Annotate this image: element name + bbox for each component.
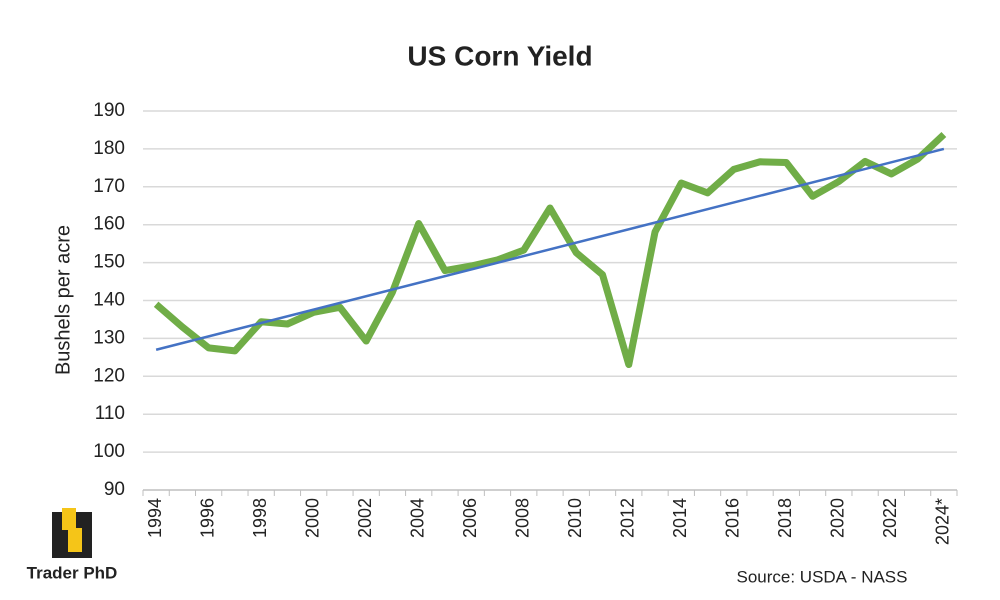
x-tick-label: 1994 <box>145 498 165 538</box>
x-tick-label: 2000 <box>302 498 322 538</box>
chart-title: US Corn Yield <box>407 40 592 71</box>
x-tick-label: 1996 <box>197 498 217 538</box>
x-tick-label: 2022 <box>880 498 900 538</box>
y-tick-label: 180 <box>93 138 125 159</box>
line-series <box>153 131 947 369</box>
logo <box>52 508 92 558</box>
x-tick-label: 2008 <box>512 498 532 538</box>
y-tick-label: 140 <box>93 290 125 311</box>
trend-line <box>155 147 945 351</box>
x-tick-label: 2018 <box>775 498 795 538</box>
x-tick-label: 2006 <box>460 498 480 538</box>
source: Source: USDA - NASS <box>736 567 907 586</box>
y-tick-label: 150 <box>93 252 125 273</box>
x-tick-label: 1998 <box>250 498 270 538</box>
brand: Trader PhD <box>27 563 118 582</box>
y-tick-label: 160 <box>93 214 125 235</box>
y-tick-label: 100 <box>93 441 125 462</box>
x-tick-label: 2002 <box>355 498 375 538</box>
y-tick-label: 190 <box>93 100 125 121</box>
y-tick-label: 130 <box>93 327 125 348</box>
x-tick-label: 2020 <box>828 498 848 538</box>
x-tick-label: 2024* <box>933 498 953 545</box>
x-tick-label: 2010 <box>565 498 585 538</box>
y-axis-label: Bushels per acre <box>52 225 74 375</box>
x-tick-label: 2004 <box>407 498 427 538</box>
y-tick-label: 120 <box>93 365 125 386</box>
x-tick-label: 2016 <box>723 498 743 538</box>
x-tick-label: 2014 <box>670 498 690 538</box>
y-tick-label: 110 <box>95 403 125 424</box>
y-tick-label: 90 <box>104 479 125 500</box>
x-tick-label: 2012 <box>618 498 638 538</box>
y-tick-label: 170 <box>93 176 125 197</box>
